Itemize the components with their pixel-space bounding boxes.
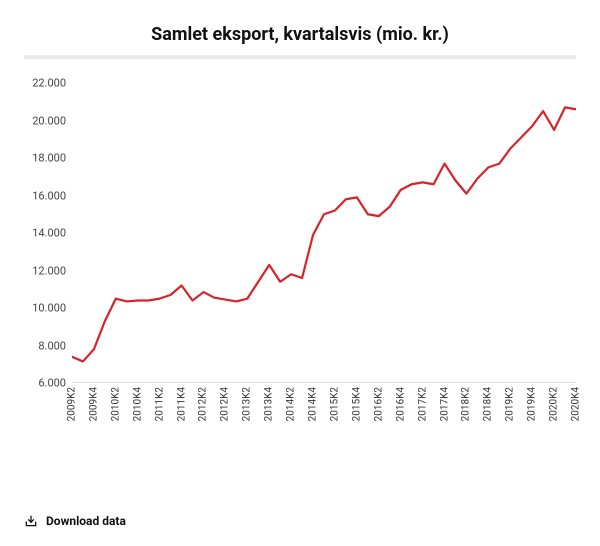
y-tick-label: 12.000 — [32, 264, 66, 277]
x-tick-label: 2020K2 — [549, 387, 560, 421]
y-tick-label: 14.000 — [32, 227, 66, 240]
plot-area — [72, 83, 576, 383]
x-tick-label: 2009K4 — [88, 387, 99, 421]
x-tick-label: 2013K2 — [242, 387, 253, 421]
y-tick-label: 22.000 — [32, 77, 66, 90]
y-tick-label: 18.000 — [32, 152, 66, 165]
x-tick-label: 2013K4 — [264, 387, 275, 421]
y-tick-label: 8.000 — [38, 339, 66, 352]
download-label: Download data — [46, 514, 126, 528]
x-tick-label: 2014K2 — [286, 387, 297, 421]
x-tick-label: 2012K4 — [220, 387, 231, 421]
x-tick-label: 2009K2 — [67, 387, 78, 421]
x-tick-label: 2019K4 — [527, 387, 538, 421]
y-axis: 6.0008.00010.00012.00014.00016.00018.000… — [24, 83, 72, 383]
x-tick-label: 2018K2 — [461, 387, 472, 421]
x-tick-label: 2015K4 — [351, 387, 362, 421]
y-tick-label: 6.000 — [38, 377, 66, 390]
x-tick-label: 2016K4 — [395, 387, 406, 421]
x-tick-label: 2016K2 — [373, 387, 384, 421]
chart-area: 6.000 8.000 10.000 12.000 14.000 16.000 18.000… — [24, 83, 576, 443]
chart-container: Samlet eksport, kvartalsvis (mio. kr.) 6… — [0, 0, 600, 546]
chart-title: Samlet eksport, kvartalsvis (mio. kr.) — [24, 24, 576, 45]
x-tick-label: 2015K2 — [329, 387, 340, 421]
series-line — [72, 107, 576, 361]
download-icon — [24, 514, 38, 528]
x-tick-label: 2011K4 — [176, 387, 187, 421]
y-tick-label: 16.000 — [32, 189, 66, 202]
x-tick-label: 2011K2 — [154, 387, 165, 421]
y-tick-label: 10.000 — [32, 302, 66, 315]
title-rule — [24, 55, 576, 59]
y-tick-label: 20.000 — [32, 114, 66, 127]
x-tick-label: 2014K4 — [308, 387, 319, 421]
x-tick-label: 2012K2 — [198, 387, 209, 421]
download-data-button[interactable]: Download data — [24, 514, 126, 528]
line-chart-svg — [72, 83, 576, 383]
x-tick-label: 2010K2 — [110, 387, 121, 421]
x-axis: 2009K22009K42010K22010K42011K22011K42012… — [72, 383, 576, 443]
x-tick-label: 2017K4 — [439, 387, 450, 421]
x-tick-label: 2020K4 — [571, 387, 582, 421]
x-tick-label: 2017K2 — [417, 387, 428, 421]
x-tick-label: 2019K2 — [505, 387, 516, 421]
x-tick-label: 2018K4 — [483, 387, 494, 421]
x-tick-label: 2010K4 — [132, 387, 143, 421]
